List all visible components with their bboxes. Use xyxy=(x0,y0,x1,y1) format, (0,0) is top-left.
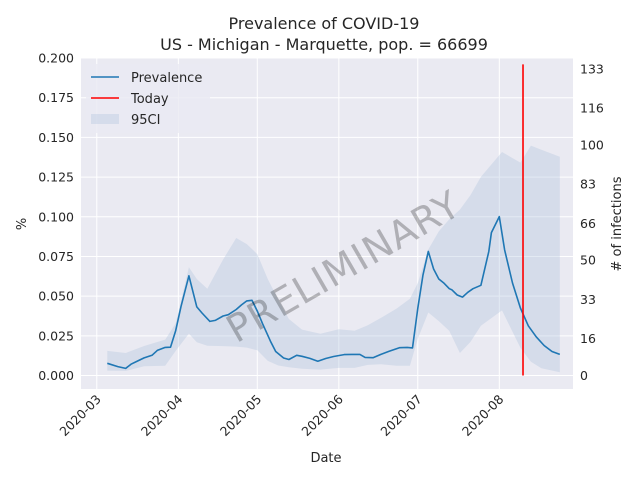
prevalence-line-layer xyxy=(107,215,561,370)
y-tick-label-right: 100 xyxy=(580,137,604,152)
y-tick-label-left: 0.175 xyxy=(38,90,74,105)
y-tick-label-left: 0.050 xyxy=(38,289,74,304)
legend-label-prevalence: Prevalence xyxy=(131,71,202,86)
legend-label-95ci: 95CI xyxy=(131,113,160,128)
x-axis-label: Date xyxy=(310,451,341,466)
y-tick-label-right: 66 xyxy=(580,216,596,231)
y-tick-label-left: 0.000 xyxy=(38,368,74,383)
y-tick-label-left: 0.125 xyxy=(38,170,74,185)
y-tick-label-right: 116 xyxy=(580,100,604,115)
ci-band-layer xyxy=(107,145,560,373)
y-tick-label-right: 83 xyxy=(580,177,596,192)
chart-subtitle: US - Michigan - Marquette, pop. = 66699 xyxy=(160,35,488,54)
y-ticks-left: 0.000 0.025 0.050 0.075 0.100 0.125 0.150 0.175… xyxy=(38,51,74,384)
legend-label-today: Today xyxy=(130,92,169,107)
grid-lines xyxy=(81,57,573,389)
ci-band xyxy=(107,145,560,373)
y-tick-label-left: 0.025 xyxy=(38,328,74,343)
y-ticks-right: 0 16 33 50 66 83 100 116 133 xyxy=(580,61,604,383)
y-axis-label-right: # of infections xyxy=(610,176,625,271)
y-axis-label-left: % xyxy=(15,218,30,230)
y-tick-label-left: 0.200 xyxy=(38,51,74,66)
prevalence-line xyxy=(107,215,561,370)
y-tick-label-right: 133 xyxy=(580,61,604,76)
y-tick-label-left: 0.150 xyxy=(38,130,74,145)
chart-title: Prevalence of COVID-19 xyxy=(229,14,420,33)
legend-box xyxy=(86,64,210,133)
y-tick-label-right: 16 xyxy=(580,331,596,346)
legend: Prevalence Today 95CI xyxy=(86,64,210,133)
y-tick-label-right: 50 xyxy=(580,253,596,268)
y-tick-label-right: 33 xyxy=(580,292,596,307)
legend-swatch-95ci xyxy=(91,114,119,124)
y-tick-label-right: 0 xyxy=(580,368,588,383)
y-tick-label-left: 0.075 xyxy=(38,249,74,264)
y-tick-label-left: 0.100 xyxy=(38,209,74,224)
